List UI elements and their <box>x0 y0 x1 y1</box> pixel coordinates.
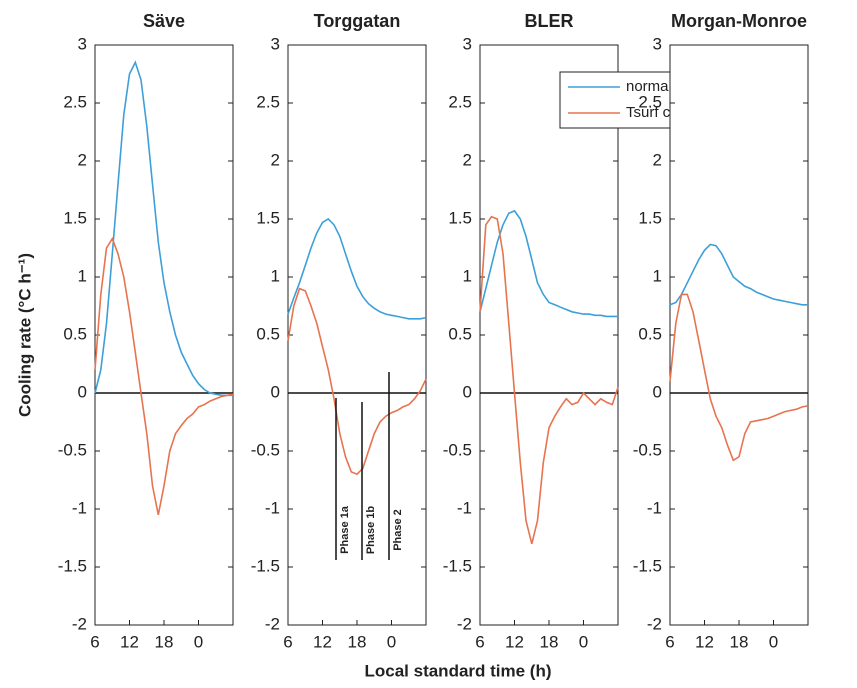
y-tick-label: 2.5 <box>256 92 280 111</box>
y-tick-label: -2 <box>265 614 280 633</box>
series-line <box>94 60 233 397</box>
x-tick-label: 12 <box>695 632 714 651</box>
y-tick-label: -1 <box>457 498 472 517</box>
x-tick-label: 12 <box>505 632 524 651</box>
x-tick-label: 0 <box>579 632 588 651</box>
y-tick-label: 0.5 <box>63 324 87 343</box>
y-axis-label: Cooling rate (°C h⁻¹) <box>15 253 34 417</box>
x-tick-label: 12 <box>120 632 139 651</box>
x-tick-label: 6 <box>90 632 99 651</box>
plot-area <box>479 44 619 626</box>
x-tick-label: 6 <box>665 632 674 651</box>
series-line <box>287 217 427 320</box>
series-line <box>94 236 234 515</box>
x-tick-label: 18 <box>155 632 174 651</box>
y-tick-label: -1.5 <box>251 556 280 575</box>
y-tick-label: 2 <box>271 150 280 169</box>
x-tick-label: 18 <box>348 632 367 651</box>
y-tick-label: 0 <box>271 382 280 401</box>
y-tick-label: -1 <box>72 498 87 517</box>
y-tick-label: 1 <box>653 266 662 285</box>
y-tick-label: -0.5 <box>633 440 662 459</box>
y-tick-label: -2 <box>647 614 662 633</box>
y-tick-label: -0.5 <box>58 440 87 459</box>
y-tick-label: -1.5 <box>58 556 87 575</box>
x-tick-label: 0 <box>387 632 396 651</box>
panel-title: BLER <box>525 11 574 31</box>
y-tick-label: 0.5 <box>256 324 280 343</box>
x-tick-label: 6 <box>283 632 292 651</box>
y-tick-label: 2.5 <box>448 92 472 111</box>
x-tick-label: 12 <box>313 632 332 651</box>
plot-area <box>94 44 234 626</box>
y-tick-label: 3 <box>653 34 662 53</box>
y-tick-label: 1.5 <box>256 208 280 227</box>
panel-title: Morgan-Monroe <box>671 11 807 31</box>
series-line <box>479 215 619 544</box>
y-tick-label: 0 <box>653 382 662 401</box>
phase-label: Phase 1a <box>339 505 351 554</box>
series-line <box>479 209 618 318</box>
y-tick-label: 2 <box>653 150 662 169</box>
y-tick-label: 2 <box>463 150 472 169</box>
y-tick-label: 2 <box>78 150 87 169</box>
y-tick-label: -0.5 <box>443 440 472 459</box>
panel-title: Torggatan <box>314 11 401 31</box>
y-tick-label: -1 <box>647 498 662 517</box>
y-tick-label: 1.5 <box>638 208 662 227</box>
y-tick-label: 3 <box>271 34 280 53</box>
y-tick-label: 0.5 <box>638 324 662 343</box>
plot-area <box>669 44 809 626</box>
y-tick-label: 1 <box>78 266 87 285</box>
y-tick-label: -1.5 <box>633 556 662 575</box>
y-tick-label: 0.5 <box>448 324 472 343</box>
phase-label: Phase 1b <box>365 506 377 555</box>
x-tick-label: 0 <box>194 632 203 651</box>
x-tick-label: 0 <box>769 632 778 651</box>
y-tick-label: 3 <box>463 34 472 53</box>
y-tick-label: 1 <box>271 266 280 285</box>
y-tick-label: -0.5 <box>251 440 280 459</box>
y-tick-label: 1.5 <box>448 208 472 227</box>
x-tick-label: 18 <box>730 632 749 651</box>
y-tick-label: 1.5 <box>63 208 87 227</box>
y-tick-label: 1 <box>463 266 472 285</box>
y-tick-label: 0 <box>463 382 472 401</box>
series-line <box>669 293 809 462</box>
y-tick-label: -2 <box>457 614 472 633</box>
panel-title: Säve <box>143 11 185 31</box>
y-tick-label: -1 <box>265 498 280 517</box>
series-line <box>669 243 808 306</box>
x-axis-label: Local standard time (h) <box>364 661 551 680</box>
x-tick-label: 6 <box>475 632 484 651</box>
y-tick-label: -2 <box>72 614 87 633</box>
y-tick-label: 3 <box>78 34 87 53</box>
y-tick-label: 2.5 <box>63 92 87 111</box>
phase-label: Phase 2 <box>392 509 404 551</box>
y-tick-label: 0 <box>78 382 87 401</box>
y-tick-label: 2.5 <box>638 92 662 111</box>
x-tick-label: 18 <box>540 632 559 651</box>
plot-area <box>287 44 427 626</box>
y-tick-label: -1.5 <box>443 556 472 575</box>
series-line <box>287 287 427 476</box>
